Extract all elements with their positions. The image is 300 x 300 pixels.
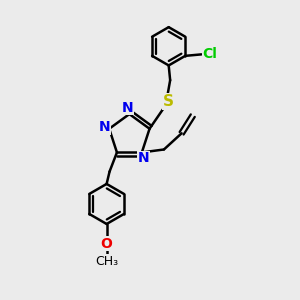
Text: N: N (122, 100, 134, 115)
Text: O: O (101, 237, 112, 251)
Text: Cl: Cl (202, 47, 217, 61)
Text: N: N (98, 120, 110, 134)
Text: N: N (137, 151, 149, 165)
Text: CH₃: CH₃ (95, 255, 118, 268)
Text: S: S (163, 94, 174, 109)
